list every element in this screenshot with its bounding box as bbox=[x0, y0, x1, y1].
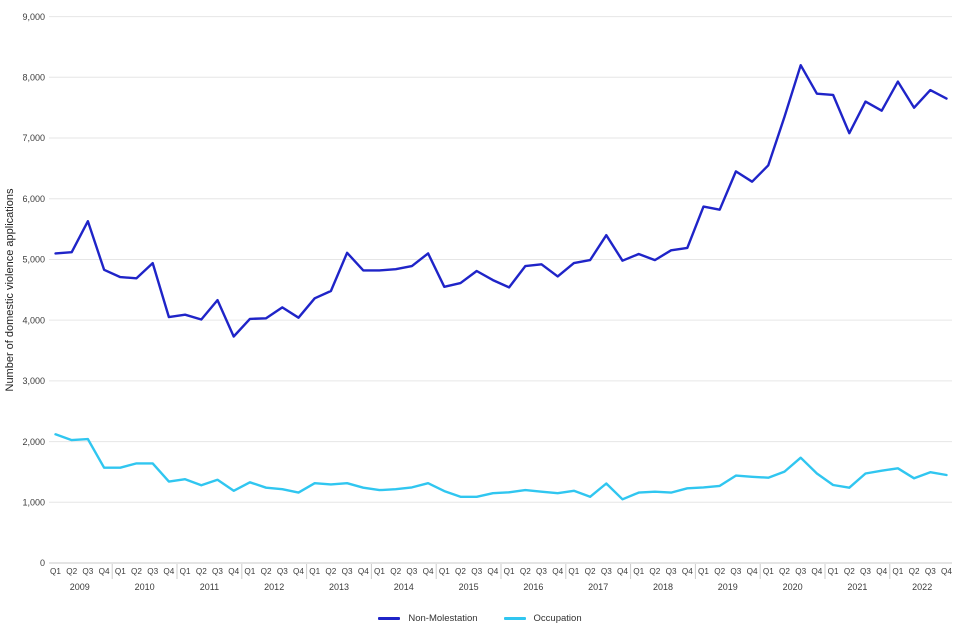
x-quarter-label: Q4 bbox=[423, 567, 434, 576]
x-quarter-label: Q1 bbox=[698, 567, 709, 576]
x-quarter-label: Q4 bbox=[811, 567, 822, 576]
x-quarter-label: Q2 bbox=[261, 567, 272, 576]
y-tick-label: 6,000 bbox=[22, 194, 45, 204]
x-quarter-label: Q2 bbox=[520, 567, 531, 576]
x-quarter-label: Q2 bbox=[390, 567, 401, 576]
x-year-label: 2014 bbox=[394, 582, 414, 592]
x-quarter-label: Q3 bbox=[471, 567, 482, 576]
x-year-label: 2020 bbox=[783, 582, 803, 592]
x-quarter-label: Q1 bbox=[374, 567, 385, 576]
x-quarter-label: Q3 bbox=[342, 567, 353, 576]
x-year-label: 2018 bbox=[653, 582, 673, 592]
x-quarter-label: Q4 bbox=[876, 567, 887, 576]
x-quarter-label: Q4 bbox=[99, 567, 110, 576]
y-axis-title: Number of domestic violence applications bbox=[4, 188, 16, 392]
x-quarter-label: Q2 bbox=[196, 567, 207, 576]
y-tick-label: 8,000 bbox=[22, 73, 45, 83]
x-quarter-label: Q2 bbox=[585, 567, 596, 576]
x-quarter-label: Q1 bbox=[180, 567, 191, 576]
x-quarter-label: Q2 bbox=[649, 567, 660, 576]
x-quarter-label: Q1 bbox=[115, 567, 126, 576]
y-tick-label: 4,000 bbox=[22, 315, 45, 325]
series-line-occupation bbox=[54, 433, 948, 501]
y-tick-label: 7,000 bbox=[22, 133, 45, 143]
x-quarter-label: Q4 bbox=[941, 567, 952, 576]
x-quarter-label: Q4 bbox=[228, 567, 239, 576]
x-year-label: 2013 bbox=[329, 582, 349, 592]
occupation-line-swatch-icon bbox=[503, 617, 526, 620]
x-quarter-label: Q3 bbox=[277, 567, 288, 576]
x-quarter-label: Q3 bbox=[406, 567, 417, 576]
x-quarter-label: Q4 bbox=[358, 567, 369, 576]
legend-label-occupation: Occupation bbox=[533, 613, 582, 624]
x-quarter-label: Q4 bbox=[747, 567, 758, 576]
x-year-label: 2015 bbox=[459, 582, 479, 592]
x-quarter-label: Q2 bbox=[844, 567, 855, 576]
x-quarter-label: Q1 bbox=[504, 567, 515, 576]
x-quarter-label: Q3 bbox=[730, 567, 741, 576]
x-quarter-label: Q1 bbox=[633, 567, 644, 576]
y-tick-label: 5,000 bbox=[22, 255, 45, 265]
x-quarter-label: Q4 bbox=[293, 567, 304, 576]
y-tick-label: 3,000 bbox=[22, 376, 45, 386]
x-quarter-label: Q2 bbox=[131, 567, 142, 576]
x-quarter-label: Q3 bbox=[212, 567, 223, 576]
x-quarter-label: Q1 bbox=[828, 567, 839, 576]
x-quarter-label: Q2 bbox=[779, 567, 790, 576]
x-quarter-label: Q2 bbox=[455, 567, 466, 576]
x-quarter-label: Q3 bbox=[666, 567, 677, 576]
x-year-label: 2019 bbox=[718, 582, 738, 592]
x-quarter-label: Q4 bbox=[682, 567, 693, 576]
legend-label-non-molestation: Non-Molestation bbox=[408, 613, 478, 624]
non-molestation-line-swatch-icon bbox=[378, 617, 401, 620]
x-quarter-label: Q3 bbox=[860, 567, 871, 576]
x-quarter-label: Q2 bbox=[714, 567, 725, 576]
y-tick-label: 2,000 bbox=[22, 437, 45, 447]
x-quarter-label: Q3 bbox=[82, 567, 93, 576]
x-quarter-label: Q3 bbox=[925, 567, 936, 576]
x-quarter-label: Q3 bbox=[147, 567, 158, 576]
x-quarter-label: Q1 bbox=[50, 567, 61, 576]
x-year-label: 2010 bbox=[135, 582, 155, 592]
x-quarter-label: Q1 bbox=[309, 567, 320, 576]
x-quarter-label: Q1 bbox=[763, 567, 774, 576]
x-quarter-label: Q4 bbox=[552, 567, 563, 576]
y-tick-label: 0 bbox=[40, 558, 45, 568]
x-quarter-label: Q1 bbox=[892, 567, 903, 576]
x-quarter-label: Q4 bbox=[617, 567, 628, 576]
x-quarter-label: Q1 bbox=[568, 567, 579, 576]
x-quarter-label: Q2 bbox=[66, 567, 77, 576]
series-line-non-molestation bbox=[54, 63, 948, 338]
legend-item-non-molestation[interactable]: Non-Molestation bbox=[378, 613, 478, 624]
y-tick-label: 9,000 bbox=[22, 12, 45, 22]
x-quarter-label: Q3 bbox=[795, 567, 806, 576]
legend: Non-Molestation Occupation bbox=[0, 613, 960, 624]
x-quarter-label: Q4 bbox=[163, 567, 174, 576]
x-quarter-label: Q4 bbox=[487, 567, 498, 576]
x-quarter-label: Q2 bbox=[909, 567, 920, 576]
x-year-label: 2016 bbox=[523, 582, 543, 592]
x-year-label: 2021 bbox=[847, 582, 867, 592]
x-quarter-label: Q1 bbox=[439, 567, 450, 576]
x-quarter-label: Q3 bbox=[601, 567, 612, 576]
x-year-label: 2011 bbox=[200, 582, 219, 592]
x-quarter-label: Q2 bbox=[325, 567, 336, 576]
y-tick-label: 1,000 bbox=[22, 497, 45, 507]
legend-item-occupation[interactable]: Occupation bbox=[503, 613, 582, 624]
x-year-label: 2022 bbox=[912, 582, 932, 592]
x-year-label: 2009 bbox=[70, 582, 90, 592]
x-quarter-label: Q1 bbox=[244, 567, 255, 576]
x-quarter-label: Q3 bbox=[536, 567, 547, 576]
x-year-label: 2012 bbox=[264, 582, 284, 592]
x-year-label: 2017 bbox=[588, 582, 608, 592]
